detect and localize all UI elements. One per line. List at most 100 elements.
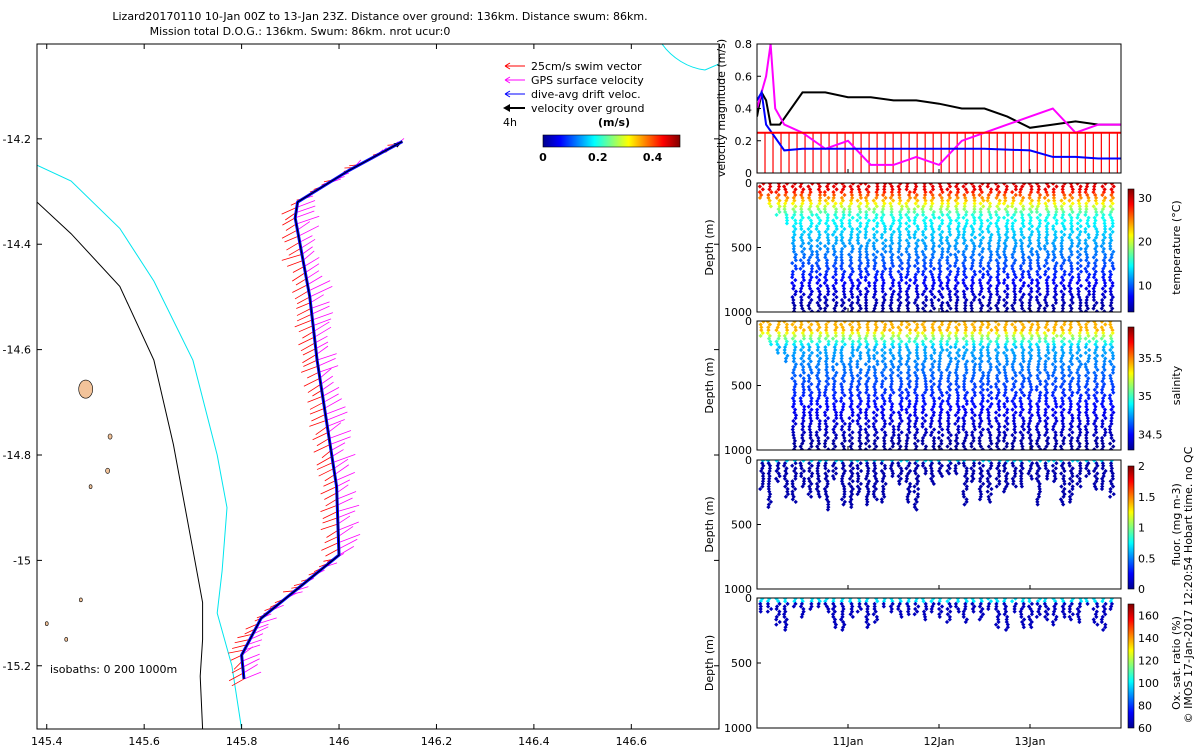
profile-point: [882, 362, 888, 367]
gps-vector-3: [242, 653, 260, 662]
profile-point: [899, 252, 904, 257]
profile-point: [947, 614, 952, 619]
profile-point: [855, 384, 860, 390]
profile-point: [849, 381, 854, 387]
profile-point: [825, 246, 830, 252]
profile-point: [904, 212, 909, 217]
profile-point: [834, 187, 839, 192]
profile-point: [872, 433, 877, 438]
profile-point: [1083, 187, 1089, 192]
profile-point: [1083, 190, 1088, 195]
profile-point: [1019, 229, 1024, 235]
profile-point: [777, 601, 782, 606]
profile-point: [864, 430, 869, 435]
profile-point: [1069, 424, 1074, 429]
profile-point: [1036, 345, 1041, 350]
profile-point: [988, 466, 993, 471]
profile-point: [875, 362, 880, 367]
profile-point: [977, 617, 982, 622]
profile-point: [841, 333, 846, 338]
profile-point: [912, 404, 917, 409]
profile-point: [898, 376, 903, 381]
profile-point: [839, 381, 844, 387]
profile-point: [816, 438, 821, 443]
profile-point: [1013, 390, 1019, 395]
profile-point: [1035, 272, 1040, 277]
profile-point: [889, 379, 895, 384]
profile-point: [825, 407, 830, 412]
profile-point: [947, 387, 953, 392]
profile-point: [907, 263, 912, 269]
profile-point: [872, 246, 877, 252]
profile-point: [824, 269, 829, 274]
profile-point: [970, 275, 976, 280]
profile-point: [986, 336, 991, 341]
profile-point: [890, 192, 895, 198]
profile-point: [920, 410, 925, 415]
profile-point: [1052, 198, 1057, 203]
profile-2-cbar-tick-2: 1: [1138, 522, 1145, 535]
profile-point: [931, 404, 936, 409]
profile-point: [1051, 183, 1056, 186]
profile-point: [956, 609, 961, 614]
profile-point: [1077, 190, 1082, 195]
profile-point: [954, 367, 959, 373]
profile-point: [1076, 387, 1082, 392]
profile-point: [1077, 333, 1082, 338]
profile-point: [1029, 336, 1034, 341]
profile-point: [1099, 321, 1105, 324]
gps-vector-31: [337, 521, 359, 531]
profile-point: [864, 306, 869, 311]
profile-point: [1085, 218, 1090, 223]
profile-point: [825, 416, 831, 421]
profile-point: [907, 339, 912, 344]
gps-vector-41: [333, 458, 349, 469]
profile-point: [971, 609, 976, 614]
profile-point: [785, 486, 790, 492]
profile-point: [809, 350, 815, 355]
profile-point: [784, 218, 790, 223]
profile-point: [1078, 430, 1083, 435]
profile-point: [930, 187, 936, 192]
profile-point: [907, 430, 912, 435]
profile-point: [823, 489, 828, 494]
profile-point: [1004, 441, 1010, 446]
profile-point: [1012, 384, 1017, 390]
profile-point: [963, 393, 968, 398]
profile-point: [912, 504, 917, 510]
profile-point: [1060, 215, 1065, 220]
profile-point: [923, 226, 928, 232]
profile-point: [863, 336, 868, 341]
profile-point: [1011, 418, 1016, 424]
profile-point: [1053, 359, 1058, 364]
profile-point: [809, 266, 815, 271]
profile-point: [815, 243, 820, 249]
profile-point: [833, 433, 839, 438]
profile-point: [1078, 484, 1083, 489]
profile-point: [1021, 283, 1026, 288]
profile-point: [912, 221, 917, 226]
profile-point: [864, 224, 870, 229]
profile-point: [963, 447, 968, 450]
profile-2-ylabel: Depth (m): [703, 496, 716, 552]
profile-point: [880, 306, 886, 311]
profile-point: [1058, 404, 1064, 409]
profile-point: [880, 283, 885, 288]
velocity-y-ticks: 00.20.40.60.8: [735, 38, 761, 180]
profile-point: [767, 479, 772, 484]
profile-point: [1091, 275, 1097, 280]
profile-point: [962, 207, 967, 212]
profile-point: [1100, 215, 1105, 220]
profile-point: [1092, 356, 1098, 361]
profile-point: [971, 468, 976, 474]
profile-point: [874, 413, 879, 418]
profile-point: [1026, 421, 1032, 426]
profile-point: [908, 413, 913, 418]
profile-point: [937, 353, 943, 358]
profile-point: [972, 272, 978, 277]
profile-point: [866, 433, 871, 438]
profile-point: [1110, 356, 1116, 361]
profile-point: [814, 269, 819, 274]
profile-point: [841, 373, 846, 378]
velocity-frame: [756, 43, 1122, 174]
